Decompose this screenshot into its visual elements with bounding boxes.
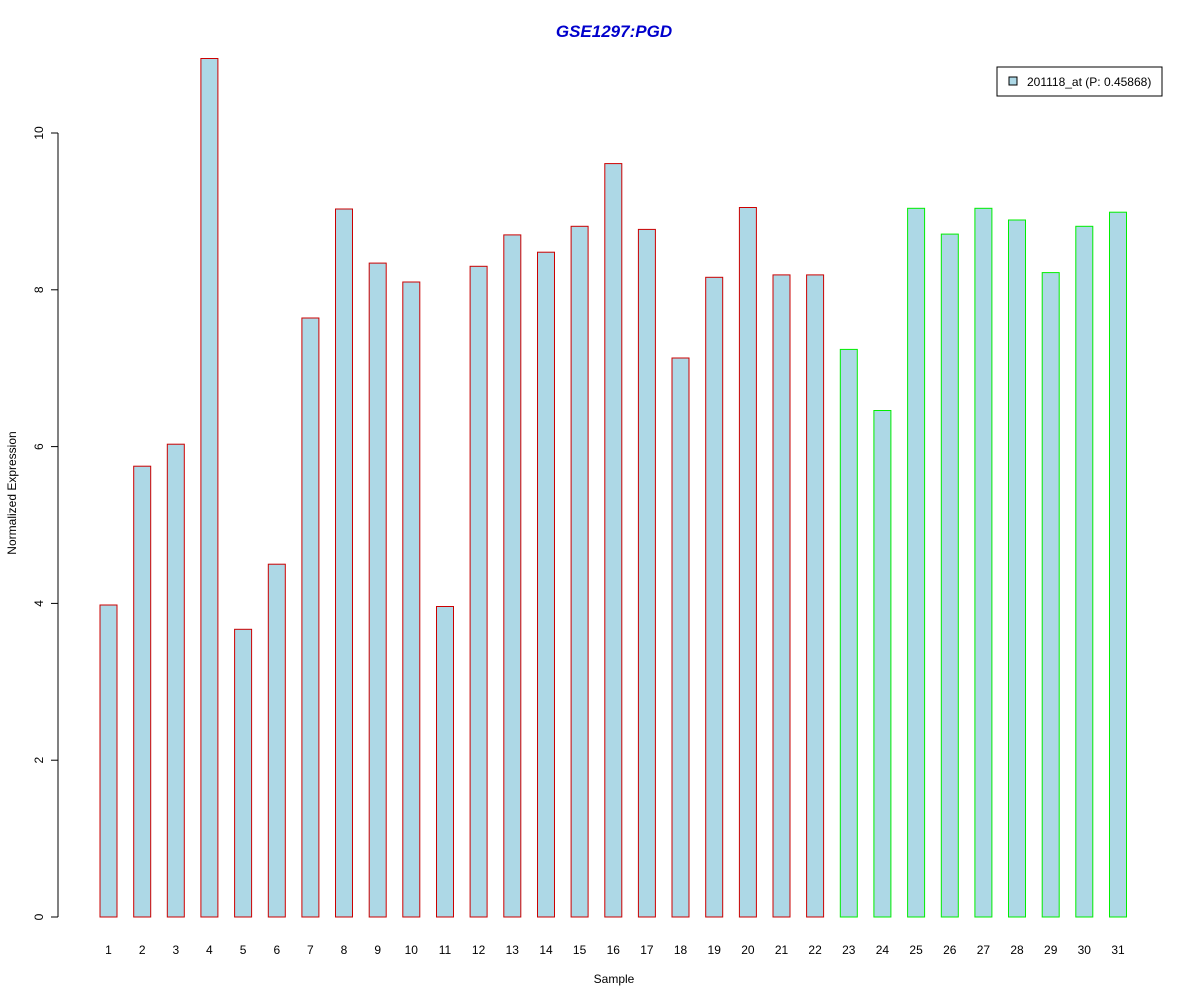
legend-label: 201118_at (P: 0.45868): [1027, 75, 1151, 89]
bar-sample-27: [974, 207, 993, 918]
bar-sample-12: [469, 265, 488, 918]
x-tick-label: 3: [172, 943, 179, 957]
bar-sample-25: [907, 207, 926, 918]
bar-sample-31: [1109, 211, 1127, 918]
chart-title: GSE1297:PGD: [556, 22, 672, 41]
bar-sample-20: [738, 207, 757, 918]
bar-sample-19: [705, 276, 724, 918]
x-tick-label: 25: [909, 943, 923, 957]
y-axis: 0 2 4 6 8 10: [32, 126, 59, 920]
y-tick-label: 10: [32, 126, 46, 140]
y-tick-label: 4: [32, 600, 46, 607]
bar-sample-24: [873, 410, 892, 918]
x-tick-label: 2: [139, 943, 146, 957]
y-tick-label: 2: [32, 757, 46, 764]
x-axis-tick-labels: 1 2 3 4 5 6 7 8 9 10 11 12 13 14 15 16 17 18 19 20 21 22 23 24 2…: [105, 943, 1125, 957]
bar-sample-18: [671, 357, 690, 918]
bar-sample-5: [234, 628, 253, 918]
bar-sample-14: [537, 251, 555, 918]
x-tick-label: 28: [1010, 943, 1024, 957]
x-tick-label: 7: [307, 943, 314, 957]
y-tick-label: 0: [32, 913, 46, 920]
bar-sample-2: [133, 465, 152, 918]
bar-sample-13: [503, 234, 522, 918]
x-tick-label: 29: [1044, 943, 1058, 957]
bar-sample-16: [604, 163, 623, 918]
x-tick-label: 10: [405, 943, 419, 957]
bar-sample-7: [301, 317, 320, 918]
bar-sample-4: [200, 58, 219, 918]
x-tick-label: 20: [741, 943, 755, 957]
bar-sample-6: [267, 563, 286, 918]
x-axis-label: Sample: [594, 972, 635, 986]
bar-sample-30: [1075, 225, 1094, 918]
x-tick-label: 30: [1078, 943, 1092, 957]
bars: [99, 58, 1127, 918]
x-tick-label: 8: [341, 943, 348, 957]
x-tick-label: 19: [708, 943, 722, 957]
x-tick-label: 14: [539, 943, 553, 957]
y-axis-label: Normalized Expression: [5, 431, 19, 554]
bar-sample-28: [1008, 219, 1026, 918]
x-tick-label: 22: [808, 943, 822, 957]
x-tick-label: 5: [240, 943, 247, 957]
bar-sample-10: [402, 281, 421, 918]
x-tick-label: 27: [977, 943, 991, 957]
x-tick-label: 17: [640, 943, 654, 957]
x-tick-label: 18: [674, 943, 688, 957]
bar-sample-8: [335, 208, 353, 918]
x-tick-label: 1: [105, 943, 112, 957]
x-tick-label: 12: [472, 943, 486, 957]
legend-swatch: [1008, 76, 1018, 86]
bar-sample-26: [940, 233, 959, 918]
x-tick-label: 31: [1111, 943, 1125, 957]
x-tick-label: 24: [876, 943, 890, 957]
legend: 201118_at (P: 0.45868): [996, 66, 1163, 97]
bar-sample-17: [637, 228, 656, 918]
x-tick-label: 23: [842, 943, 856, 957]
bar-sample-1: [99, 604, 118, 918]
x-tick-label: 4: [206, 943, 213, 957]
y-tick-label: 8: [32, 286, 46, 293]
x-tick-label: 15: [573, 943, 587, 957]
x-tick-label: 11: [439, 943, 452, 957]
bar-sample-29: [1041, 272, 1060, 918]
x-tick-label: 21: [775, 943, 789, 957]
bar-sample-9: [368, 262, 387, 918]
x-tick-label: 16: [607, 943, 621, 957]
y-tick-label: 6: [32, 443, 46, 450]
x-tick-label: 6: [273, 943, 280, 957]
bar-sample-3: [166, 443, 185, 918]
x-tick-label: 9: [374, 943, 381, 957]
bar-sample-21: [772, 274, 791, 918]
bar-sample-11: [436, 606, 454, 918]
x-tick-label: 13: [506, 943, 520, 957]
x-tick-label: 26: [943, 943, 957, 957]
bar-sample-22: [806, 274, 825, 918]
bar-sample-23: [839, 348, 858, 918]
legend-box: [996, 66, 1163, 97]
bar-sample-15: [570, 225, 589, 918]
